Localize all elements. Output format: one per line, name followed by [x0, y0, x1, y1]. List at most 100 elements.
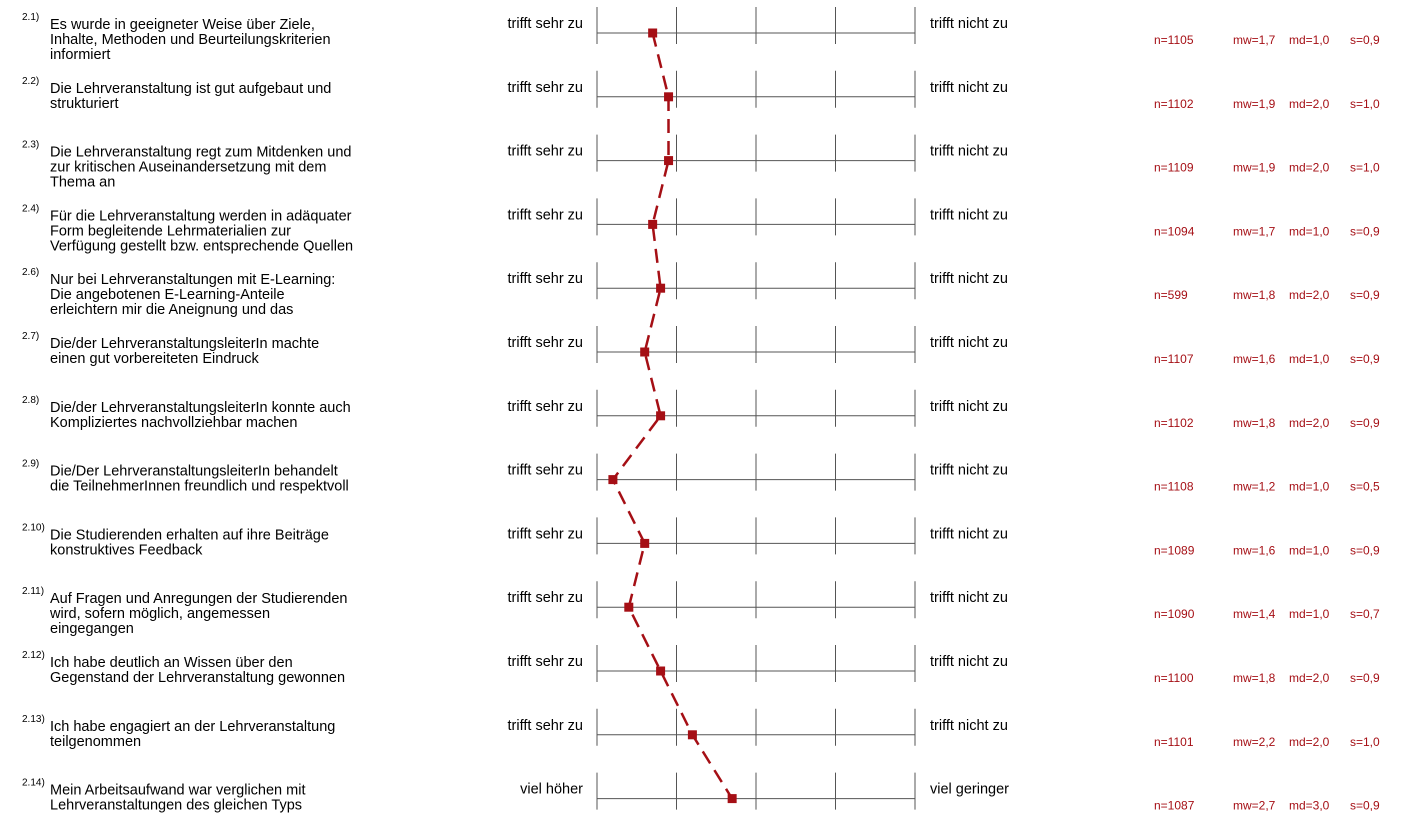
stat-value: mw=1,8	[1233, 288, 1276, 302]
question-number: 2.7)	[22, 331, 39, 342]
stat-value: n=1109	[1154, 161, 1194, 175]
question-text-line: Inhalte, Methoden und Beurteilungskriter…	[50, 32, 331, 48]
scale-right-label: viel geringer	[930, 782, 1009, 798]
question-text-line: Auf Fragen und Anregungen der Studierend…	[50, 591, 347, 607]
scale-left-label: trifft sehr zu	[508, 144, 583, 160]
stat-value: md=1,0	[1289, 33, 1330, 47]
question-number: 2.4)	[22, 203, 39, 214]
scale-left-label: trifft sehr zu	[508, 526, 583, 542]
scale-left-label: viel höher	[520, 782, 583, 798]
mean-marker	[640, 538, 650, 548]
scale-left-label: trifft sehr zu	[508, 271, 583, 287]
question-number: 2.6)	[22, 267, 39, 278]
question-text-line: Lehrveranstaltungen des gleichen Typs	[50, 798, 302, 814]
scale-right-label: trifft nicht zu	[930, 271, 1008, 287]
question-text-line: Kompliziertes nachvollziehbar machen	[50, 415, 297, 431]
scale-right-label: trifft nicht zu	[930, 399, 1008, 415]
stat-value: n=1108	[1154, 480, 1194, 494]
stats-text: n=1089 mw=1,6 md=1,0 s=0,9	[1154, 543, 1380, 557]
stat-value: n=1087	[1154, 799, 1195, 813]
mean-marker	[656, 411, 666, 421]
stat-value: n=1090	[1154, 607, 1195, 621]
stat-value: n=1100	[1154, 671, 1194, 685]
scale-right-label: trifft nicht zu	[930, 335, 1008, 351]
stats-text: n=1090 mw=1,4 md=1,0 s=0,7	[1154, 607, 1380, 621]
question-text: Die Studierenden erhalten auf ihre Beitr…	[50, 527, 329, 558]
stat-value: mw=1,8	[1233, 416, 1276, 430]
question-text-line: Verfügung gestellt bzw. entsprechende Qu…	[50, 238, 353, 254]
scale-left-label: trifft sehr zu	[508, 718, 583, 734]
stat-value: md=3,0	[1289, 799, 1330, 813]
question-text-line: Mein Arbeitsaufwand war verglichen mit	[50, 783, 305, 799]
stat-value: mw=1,9	[1233, 97, 1276, 111]
scale-right-label: trifft nicht zu	[930, 590, 1008, 606]
question-text: Die Lehrveranstaltung ist gut aufgebaut …	[50, 81, 331, 112]
mean-marker	[608, 475, 618, 485]
stat-value: md=2,0	[1289, 735, 1330, 749]
mean-marker	[624, 602, 634, 612]
question-text-line: eingegangen	[50, 621, 134, 637]
stat-value: s=0,5	[1350, 480, 1380, 494]
question-text-line: Es wurde in geeigneter Weise über Ziele,	[50, 17, 315, 33]
mean-marker	[648, 219, 658, 229]
question-number: 2.8)	[22, 395, 39, 406]
scale-right-label: trifft nicht zu	[930, 718, 1008, 734]
scale-left-label: trifft sehr zu	[508, 207, 583, 223]
stat-value: s=0,9	[1350, 543, 1380, 557]
stat-value: n=1094	[1154, 224, 1195, 238]
question-row: 2.14) Mein Arbeitsaufwand war verglichen …	[22, 772, 1380, 814]
stat-value: mw=1,9	[1233, 161, 1276, 175]
question-text-line: Die Studierenden erhalten auf ihre Beitr…	[50, 527, 329, 543]
stat-value: s=1,0	[1350, 97, 1380, 111]
stats-text: n=1101 mw=2,2 md=2,0 s=1,0	[1154, 735, 1380, 749]
mean-marker	[664, 156, 674, 166]
question-number: 2.10)	[22, 522, 45, 533]
stat-value: s=0,9	[1350, 671, 1380, 685]
question-number: 2.2)	[22, 76, 39, 87]
question-text: Ich habe deutlich an Wissen über den Gege…	[50, 655, 345, 686]
question-row: 2.12) Ich habe deutlich an Wissen über de…	[22, 645, 1380, 686]
question-text-line: strukturiert	[50, 96, 119, 112]
scale-left-label: trifft sehr zu	[508, 399, 583, 415]
question-row: 2.7) Die/der LehrveranstaltungsleiterIn m…	[22, 326, 1380, 367]
question-row: 2.2) Die Lehrveranstaltung ist gut aufgeb…	[22, 70, 1380, 112]
question-text: Mein Arbeitsaufwand war verglichen mit Le…	[50, 783, 305, 814]
stat-value: md=1,0	[1289, 224, 1330, 238]
stats-text: n=1094 mw=1,7 md=1,0 s=0,9	[1154, 224, 1380, 238]
stat-value: md=2,0	[1289, 161, 1330, 175]
scale-right-label: trifft nicht zu	[930, 463, 1008, 479]
stats-text: n=1108 mw=1,2 md=1,0 s=0,5	[1154, 480, 1380, 494]
stat-value: mw=2,2	[1233, 735, 1276, 749]
question-text-line: informiert	[50, 47, 110, 63]
mean-marker	[687, 730, 697, 740]
stat-value: md=2,0	[1289, 288, 1330, 302]
stat-value: n=1102	[1154, 97, 1194, 111]
question-text-line: Die/der LehrveranstaltungsleiterIn macht…	[50, 336, 319, 352]
question-number: 2.14)	[22, 778, 45, 789]
question-text-line: zur kritischen Auseinandersetzung mit de…	[50, 160, 326, 176]
question-number: 2.3)	[22, 140, 39, 151]
question-row: 2.3) Die Lehrveranstaltung regt zum Mitde…	[22, 134, 1380, 191]
stat-value: md=2,0	[1289, 416, 1330, 430]
question-text: Die/der LehrveranstaltungsleiterIn macht…	[50, 336, 319, 367]
question-row: 2.13) Ich habe engagiert an der Lehrveran…	[22, 708, 1380, 750]
question-row: 2.10) Die Studierenden erhalten auf ihre …	[22, 517, 1380, 558]
question-text-line: Die Lehrveranstaltung ist gut aufgebaut …	[50, 81, 331, 97]
stats-text: n=1105 mw=1,7 md=1,0 s=0,9	[1154, 33, 1380, 47]
mean-marker	[648, 28, 658, 38]
mean-marker	[656, 666, 666, 676]
question-text-line: die TeilnehmerInnen freundlich und respe…	[50, 479, 349, 495]
stat-value: s=0,9	[1350, 352, 1380, 366]
question-number: 2.11)	[22, 586, 44, 597]
question-text-line: Für die Lehrveranstaltung werden in adäq…	[50, 208, 352, 224]
stat-value: md=1,0	[1289, 480, 1330, 494]
question-row: 2.6) Nur bei Lehrveranstaltungen mit E-Le…	[22, 262, 1380, 318]
stat-value: n=1105	[1154, 33, 1194, 47]
stats-text: n=1100 mw=1,8 md=2,0 s=0,9	[1154, 671, 1380, 685]
scale-right-label: trifft nicht zu	[930, 80, 1008, 96]
question-text-line: erleichtern mir die Aneignung und das	[50, 302, 293, 318]
stat-value: mw=1,2	[1233, 480, 1276, 494]
stat-value: s=0,9	[1350, 799, 1380, 813]
question-text-line: Die/der LehrveranstaltungsleiterIn konnt…	[50, 400, 351, 416]
stat-value: md=2,0	[1289, 97, 1330, 111]
